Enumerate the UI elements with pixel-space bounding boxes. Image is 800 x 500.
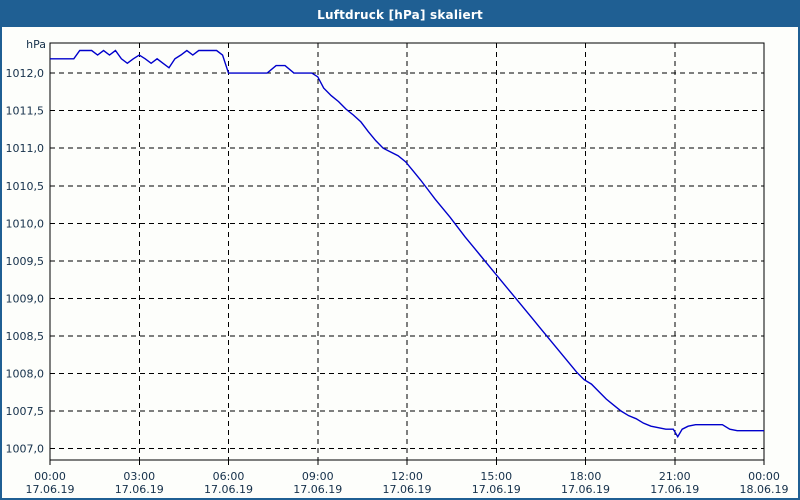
x-axis-date-label: 17.06.19 xyxy=(26,483,75,496)
x-axis-date-label: 18.06.19 xyxy=(740,483,789,496)
pressure-line-chart: 1012,0 1011,5 1011,0 1010,5 1010,0 1009,5 1009… xyxy=(6,38,789,496)
x-axis-date-label: 17.06.19 xyxy=(650,483,699,496)
x-axis-date-label: 17.06.19 xyxy=(293,483,342,496)
y-axis-tick-label: 1008,5 xyxy=(6,330,45,343)
data-series-group xyxy=(50,49,764,439)
y-axis-tick-label: 1009,5 xyxy=(6,255,45,268)
y-axis-tick-label: 1010,0 xyxy=(6,217,45,230)
y-axis-tick-label: 1011,0 xyxy=(6,142,45,155)
x-axis-date-label: 17.06.19 xyxy=(561,483,610,496)
y-axis-tick-label: 1007,5 xyxy=(6,405,45,418)
y-axis-tick-label: 1011,5 xyxy=(6,105,45,118)
window-titlebar: Luftdruck [hPa] skaliert xyxy=(2,2,798,27)
x-axis-time-label: 18:00 xyxy=(570,470,602,483)
x-axis-date-label: 17.06.19 xyxy=(472,483,521,496)
y-axis-tick-label: 1009,0 xyxy=(6,292,45,305)
page-title: Luftdruck [hPa] skaliert xyxy=(317,7,483,22)
y-axis-tick-label: 1010,5 xyxy=(6,180,45,193)
chart-canvas: 1012,0 1011,5 1011,0 1010,5 1010,0 1009,5 1009… xyxy=(2,27,798,498)
y-axis-tick-label: 1008,0 xyxy=(6,368,45,381)
x-axis-time-label: 06:00 xyxy=(213,470,245,483)
data-line-luftdruck xyxy=(50,49,764,439)
axis-ticks-group xyxy=(49,460,765,465)
x-axis-time-label: 00:00 xyxy=(748,470,780,483)
gridlines-group xyxy=(50,43,764,460)
x-axis-time-label: 12:00 xyxy=(391,470,423,483)
x-axis-time-label: 03:00 xyxy=(123,470,155,483)
y-axis-labels-group: 1012,0 1011,5 1011,0 1010,5 1010,0 1009,5 1009… xyxy=(6,67,45,456)
x-axis-date-label: 17.06.19 xyxy=(204,483,253,496)
x-axis-labels-group: 00:0017.06.1903:0017.06.1906:0017.06.190… xyxy=(26,470,789,496)
y-axis-tick-label: 1012,0 xyxy=(6,67,45,80)
y-axis-tick-label: 1007,0 xyxy=(6,443,45,456)
y-axis-unit-group: hPa xyxy=(26,38,46,51)
x-axis-time-label: 15:00 xyxy=(480,470,512,483)
x-axis-date-label: 17.06.19 xyxy=(383,483,432,496)
x-axis-date-label: 17.06.19 xyxy=(115,483,164,496)
x-axis-time-label: 09:00 xyxy=(302,470,334,483)
x-axis-time-label: 21:00 xyxy=(659,470,691,483)
x-axis-time-label: 00:00 xyxy=(34,470,66,483)
y-axis-unit-label: hPa xyxy=(26,38,46,51)
